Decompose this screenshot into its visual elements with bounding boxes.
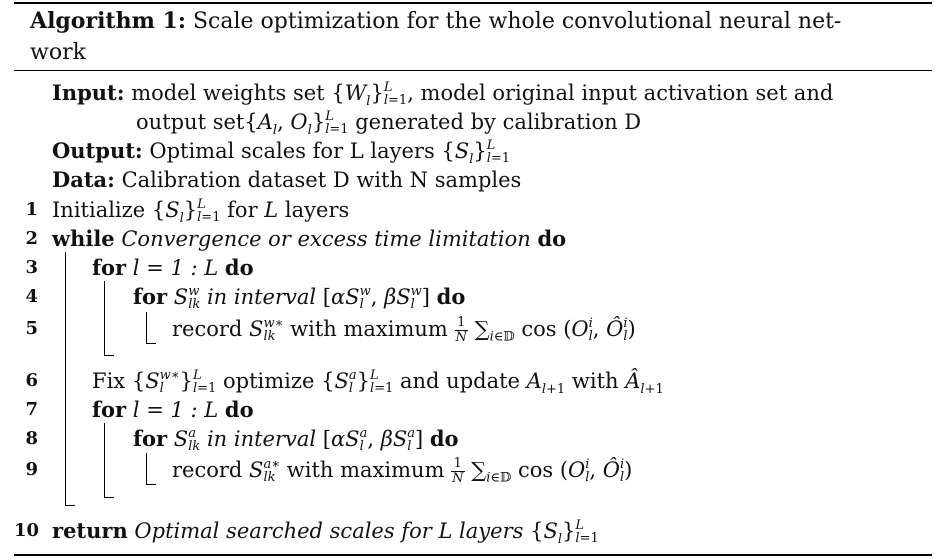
record-text: record	[172, 458, 243, 482]
for-range: l = 1 : L	[132, 256, 219, 280]
line-number: 9	[25, 459, 38, 480]
input-label: Input:	[52, 80, 125, 105]
bottom-rule	[14, 554, 932, 556]
line-number: 8	[25, 428, 38, 449]
for-block-end-1	[104, 355, 114, 356]
line-number: 3	[25, 257, 38, 278]
input-text-3: output set	[136, 110, 245, 134]
output-label: Output:	[52, 138, 143, 163]
algorithm-title-line2: work	[30, 40, 86, 65]
algorithm-label: Algorithm 1:	[30, 8, 186, 34]
optimize-text: optimize	[223, 369, 315, 393]
for-block-end-2	[104, 497, 114, 498]
inner-for-end-2	[146, 484, 156, 485]
update-text: and update	[400, 369, 520, 393]
step-2: while Convergence or excess time limitat…	[52, 226, 566, 252]
data-label: Data:	[52, 167, 115, 192]
for-block-bar-2	[104, 423, 105, 498]
data-text: Calibration dataset D with N samples	[121, 168, 522, 192]
line-number: 1	[25, 199, 38, 220]
keyword-for: for	[133, 284, 168, 309]
line-number: 10	[14, 520, 40, 541]
keyword-do: do	[429, 426, 459, 451]
return-text: Optimal searched scales for L layers	[134, 519, 524, 543]
inner-for-end-1	[146, 343, 156, 344]
output-line: Output: Optimal scales for L layers {Sl}…	[52, 138, 511, 168]
while-condition: Convergence or excess time limitation	[121, 227, 531, 251]
data-line: Data: Calibration dataset D with N sampl…	[52, 167, 521, 193]
step-7: for l = 1 : L do	[92, 397, 254, 423]
keyword-for: for	[92, 397, 127, 422]
input-text-1: model weights set	[131, 81, 325, 105]
keyword-return: return	[52, 518, 128, 543]
for-block-bar-1	[104, 281, 105, 356]
step-10: return Optimal searched scales for L lay…	[52, 518, 599, 548]
interval-text: in interval	[206, 285, 317, 309]
keyword-for: for	[133, 426, 168, 451]
top-rule	[14, 2, 932, 4]
inner-for-bar-2	[146, 453, 147, 485]
algorithm-title-line1: Scale optimization for the whole convolu…	[192, 9, 842, 34]
with-text: with	[571, 369, 619, 393]
title-rule	[14, 70, 932, 71]
keyword-do: do	[537, 226, 567, 251]
with-maximum-text: with maximum	[290, 317, 448, 341]
while-block-end	[65, 505, 75, 506]
inner-for-bar-1	[146, 312, 147, 344]
record-text: record	[172, 317, 243, 341]
keyword-do: do	[224, 255, 254, 280]
with-maximum-text: with maximum	[286, 458, 445, 482]
while-block-bar	[65, 252, 66, 506]
line-number: 4	[25, 286, 38, 307]
interval-text: in interval	[206, 427, 317, 451]
keyword-while: while	[52, 226, 115, 251]
keyword-do: do	[224, 397, 254, 422]
output-text: Optimal scales for L layers	[149, 139, 435, 163]
for-range: l = 1 : L	[132, 398, 219, 422]
line-number: 2	[25, 228, 38, 249]
keyword-do: do	[436, 284, 466, 309]
algorithm-title: Algorithm 1: Scale optimization for the …	[30, 6, 910, 68]
line-number: 6	[25, 370, 38, 391]
line-number: 7	[25, 399, 38, 420]
input-text-2: , model original input activation set an…	[407, 81, 834, 105]
step-3: for l = 1 : L do	[92, 255, 254, 281]
fix-text: Fix	[92, 369, 126, 393]
step-1-text: Initialize	[52, 198, 146, 222]
keyword-for: for	[92, 255, 127, 280]
input-text-4: generated by calibration D	[355, 110, 642, 134]
line-number: 5	[25, 318, 38, 339]
